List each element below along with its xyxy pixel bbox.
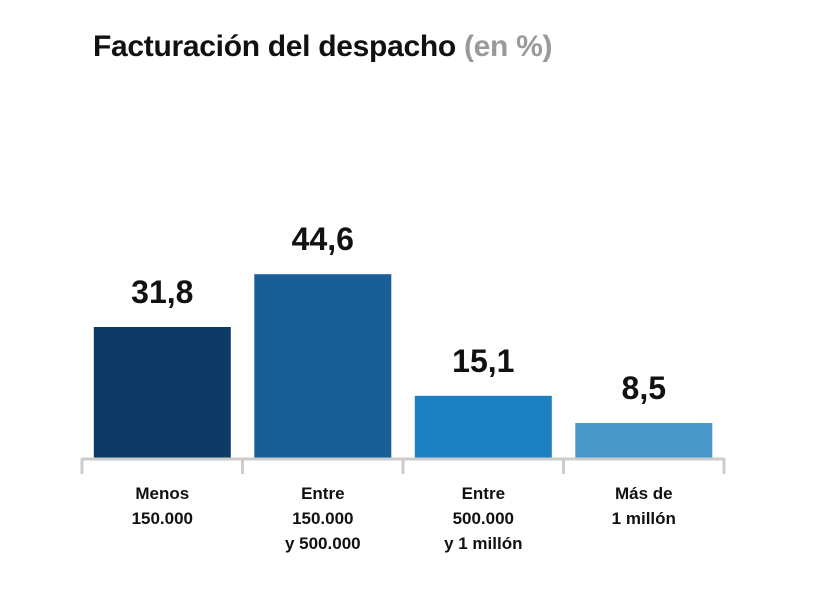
category-label-3: Entre 500.000 y 1 millón: [403, 481, 563, 556]
chart-title-text: Facturación del despacho: [93, 30, 456, 63]
category-label-line: Entre: [301, 484, 345, 503]
category-label-line: 1 millón: [611, 509, 676, 528]
category-label-line: y 1 millón: [444, 534, 523, 553]
category-label-line: Menos: [135, 484, 190, 503]
bar-1: [93, 327, 231, 458]
category-label-line: y 500.000: [284, 534, 361, 553]
category-label-2: Entre 150.000 y 500.000: [243, 481, 403, 556]
category-label-line: Más de: [614, 484, 673, 503]
category-label-line: 500.000: [452, 509, 515, 528]
category-label-1: Menos 150.000: [82, 481, 242, 531]
category-label-line: 150.000: [131, 509, 194, 528]
data-label-2: 44,6: [292, 221, 354, 257]
data-label-4: 8,5: [622, 370, 666, 406]
bar-2: [254, 274, 392, 458]
bar-4: [575, 423, 713, 458]
chart-title: Facturación del despacho (en %): [93, 30, 552, 64]
category-label-4: Más de 1 millón: [564, 481, 724, 531]
category-label-line: 150.000: [292, 509, 354, 528]
data-label-3: 15,1: [452, 343, 514, 379]
bar-3: [414, 395, 552, 458]
chart-title-unit: (en %): [463, 30, 553, 63]
category-label-line: Entre: [461, 484, 506, 503]
data-label-1: 31,8: [131, 274, 193, 310]
